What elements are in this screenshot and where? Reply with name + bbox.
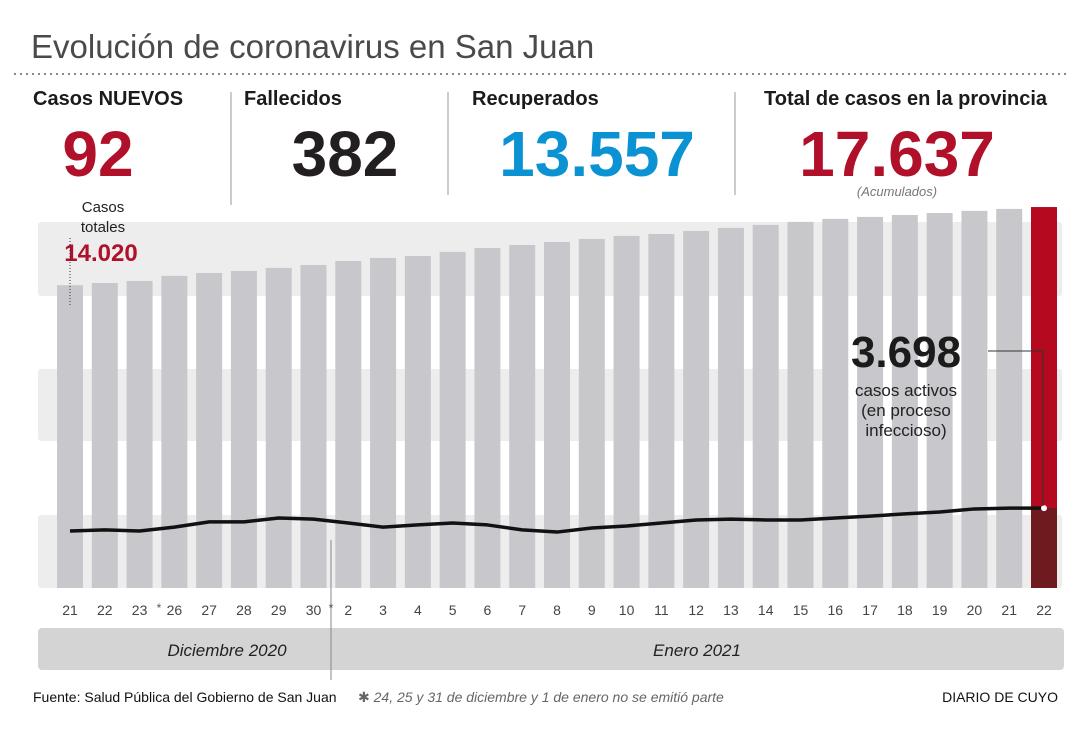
annotation-value: 14.020	[64, 240, 137, 267]
bar	[961, 210, 988, 588]
x-tick-label: 9	[588, 602, 596, 618]
x-tick-label: 7	[518, 602, 526, 618]
x-tick-label: 11	[654, 602, 669, 618]
period-band	[38, 628, 1064, 670]
bar	[196, 272, 223, 588]
stat-value: 17.637	[799, 118, 995, 190]
stat-note: (Acumulados)	[857, 184, 937, 199]
annotation-text: infeccioso)	[865, 421, 946, 440]
x-tick-label: 22	[97, 602, 113, 618]
x-tick-label: 8	[553, 602, 561, 618]
title: Evolución de coronavirus en San Juan	[31, 28, 594, 65]
bar	[265, 267, 292, 588]
x-tick-label: 10	[619, 602, 635, 618]
stat-value: 92	[62, 118, 133, 190]
x-tick-label: 5	[449, 602, 457, 618]
bar	[926, 213, 953, 589]
bar	[578, 238, 605, 588]
stat-value: 13.557	[499, 118, 695, 190]
x-tick-label: 13	[723, 602, 739, 618]
period-label: Enero 2021	[653, 641, 741, 660]
x-tick-label: 23	[132, 602, 148, 618]
x-tick-label: 27	[201, 602, 217, 618]
x-tick-label: 21	[62, 602, 78, 618]
stat-label: Total de casos en la provincia	[764, 88, 1048, 110]
break-mark: *	[157, 601, 162, 615]
source: Fuente: Salud Pública del Gobierno de Sa…	[33, 689, 337, 705]
bar	[996, 208, 1023, 589]
break-mark: *	[329, 601, 334, 615]
stat-dividers	[230, 92, 736, 205]
credit: DIARIO DE CUYO	[942, 689, 1058, 705]
annotation-text: casos activos	[855, 381, 957, 400]
bar	[126, 280, 153, 588]
x-tick-label: 17	[862, 602, 878, 618]
bar	[509, 244, 536, 588]
x-tick-label: 12	[688, 602, 704, 618]
x-tick-label: 15	[793, 602, 809, 618]
x-tick-label: 28	[236, 602, 252, 618]
x-tick-label: 2	[344, 602, 352, 618]
bar	[230, 270, 257, 588]
x-tick-label: 21	[1001, 602, 1017, 618]
bar	[370, 257, 397, 588]
bar	[648, 233, 675, 588]
x-tick-label: 6	[484, 602, 492, 618]
x-tick-label: 16	[827, 602, 843, 618]
plot	[57, 207, 1057, 589]
x-tick-label: 29	[271, 602, 287, 618]
stat-label: Casos NUEVOS	[33, 88, 183, 110]
bar	[683, 230, 710, 588]
bar	[404, 256, 431, 588]
point	[1041, 505, 1047, 512]
bar	[300, 264, 327, 588]
x-tick-label: 3	[379, 602, 387, 618]
line	[69, 506, 1045, 534]
x-tick-label: 20	[967, 602, 983, 618]
bar	[57, 285, 83, 588]
bar	[544, 241, 570, 588]
period-label: Diciembre 2020	[167, 641, 287, 660]
active-bar	[1031, 508, 1057, 588]
annotation-text: (en proceso	[861, 401, 951, 420]
bar	[822, 218, 849, 588]
x-tick-label: 22	[1036, 602, 1052, 618]
annotation-value: 3.698	[851, 328, 961, 377]
x-tick-label: 19	[932, 602, 948, 618]
stat-label: Fallecidos	[244, 88, 342, 110]
x-tick-label: 30	[306, 602, 322, 618]
annotation-leader	[988, 350, 1044, 506]
bar	[787, 221, 814, 588]
stat-label: Recuperados	[472, 88, 599, 110]
bar	[161, 275, 188, 588]
x-tick-label: 18	[897, 602, 913, 618]
x-tick-label: 26	[167, 602, 183, 618]
bar	[439, 251, 466, 589]
annotation-text: Casos	[82, 199, 125, 216]
annotation-text: totales	[81, 219, 125, 236]
x-tick-label: 14	[758, 602, 774, 618]
x-tick-label: 4	[414, 602, 422, 618]
bar	[91, 283, 118, 588]
footnote: ✱ 24, 25 y 31 de diciembre y 1 de enero …	[358, 689, 724, 705]
bar	[857, 216, 884, 589]
bar	[752, 224, 779, 589]
bar	[717, 227, 744, 589]
bar	[335, 260, 362, 588]
stat-value: 382	[292, 118, 399, 190]
bar	[613, 235, 640, 589]
bar	[474, 248, 501, 589]
bar	[891, 214, 918, 588]
